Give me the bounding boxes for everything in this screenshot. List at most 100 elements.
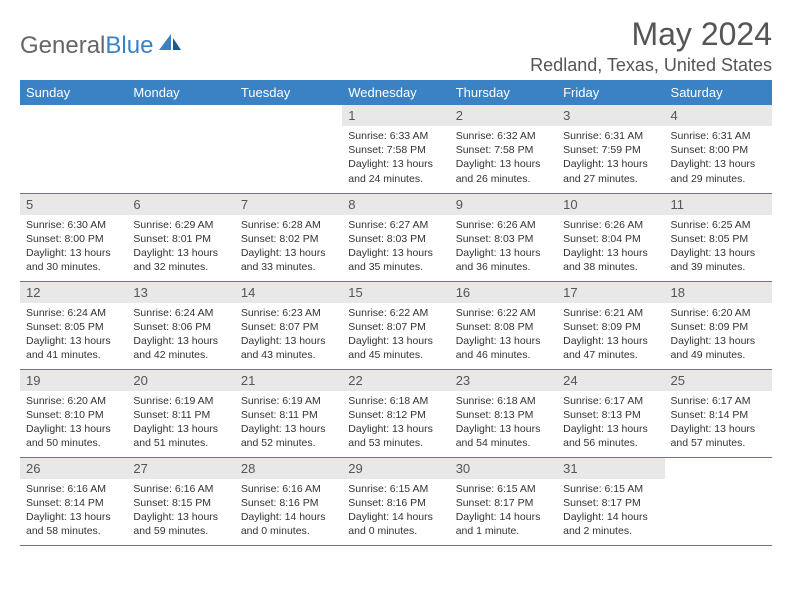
calendar-day-cell: 26Sunrise: 6:16 AMSunset: 8:14 PMDayligh…	[20, 457, 127, 545]
day-number: 23	[450, 370, 557, 391]
calendar-empty-cell	[235, 105, 342, 193]
day-number: 1	[342, 105, 449, 126]
calendar-day-cell: 27Sunrise: 6:16 AMSunset: 8:15 PMDayligh…	[127, 457, 234, 545]
day-number: 4	[665, 105, 772, 126]
day-body: Sunrise: 6:23 AMSunset: 8:07 PMDaylight:…	[235, 303, 342, 366]
day-number: 5	[20, 194, 127, 215]
day-number: 17	[557, 282, 664, 303]
header: GeneralBlue May 2024 Redland, Texas, Uni…	[20, 16, 772, 76]
calendar-day-cell: 19Sunrise: 6:20 AMSunset: 8:10 PMDayligh…	[20, 369, 127, 457]
day-body: Sunrise: 6:31 AMSunset: 8:00 PMDaylight:…	[665, 126, 772, 189]
day-body: Sunrise: 6:24 AMSunset: 8:05 PMDaylight:…	[20, 303, 127, 366]
calendar-day-cell: 29Sunrise: 6:15 AMSunset: 8:16 PMDayligh…	[342, 457, 449, 545]
calendar-day-cell: 14Sunrise: 6:23 AMSunset: 8:07 PMDayligh…	[235, 281, 342, 369]
day-number: 3	[557, 105, 664, 126]
calendar-empty-cell	[665, 457, 772, 545]
day-body: Sunrise: 6:16 AMSunset: 8:14 PMDaylight:…	[20, 479, 127, 542]
day-number: 15	[342, 282, 449, 303]
title-block: May 2024 Redland, Texas, United States	[530, 16, 772, 76]
day-body: Sunrise: 6:22 AMSunset: 8:07 PMDaylight:…	[342, 303, 449, 366]
calendar-day-cell: 1Sunrise: 6:33 AMSunset: 7:58 PMDaylight…	[342, 105, 449, 193]
calendar-empty-cell	[127, 105, 234, 193]
logo-text-gray: General	[20, 32, 105, 60]
sail-icon	[157, 32, 185, 61]
calendar-week-row: 26Sunrise: 6:16 AMSunset: 8:14 PMDayligh…	[20, 457, 772, 545]
day-number: 12	[20, 282, 127, 303]
calendar-day-cell: 4Sunrise: 6:31 AMSunset: 8:00 PMDaylight…	[665, 105, 772, 193]
calendar-week-row: 12Sunrise: 6:24 AMSunset: 8:05 PMDayligh…	[20, 281, 772, 369]
day-body: Sunrise: 6:33 AMSunset: 7:58 PMDaylight:…	[342, 126, 449, 189]
day-number: 2	[450, 105, 557, 126]
calendar-day-cell: 6Sunrise: 6:29 AMSunset: 8:01 PMDaylight…	[127, 193, 234, 281]
calendar-day-cell: 25Sunrise: 6:17 AMSunset: 8:14 PMDayligh…	[665, 369, 772, 457]
day-body: Sunrise: 6:28 AMSunset: 8:02 PMDaylight:…	[235, 215, 342, 278]
calendar-day-cell: 20Sunrise: 6:19 AMSunset: 8:11 PMDayligh…	[127, 369, 234, 457]
logo: GeneralBlue	[20, 32, 185, 61]
calendar-table: SundayMondayTuesdayWednesdayThursdayFrid…	[20, 80, 772, 546]
calendar-week-row: 5Sunrise: 6:30 AMSunset: 8:00 PMDaylight…	[20, 193, 772, 281]
day-number: 13	[127, 282, 234, 303]
day-body: Sunrise: 6:17 AMSunset: 8:13 PMDaylight:…	[557, 391, 664, 454]
day-number: 31	[557, 458, 664, 479]
day-number: 21	[235, 370, 342, 391]
day-number: 7	[235, 194, 342, 215]
day-body: Sunrise: 6:20 AMSunset: 8:09 PMDaylight:…	[665, 303, 772, 366]
day-header: Friday	[557, 80, 664, 105]
calendar-week-row: 1Sunrise: 6:33 AMSunset: 7:58 PMDaylight…	[20, 105, 772, 193]
calendar-day-cell: 15Sunrise: 6:22 AMSunset: 8:07 PMDayligh…	[342, 281, 449, 369]
day-body: Sunrise: 6:15 AMSunset: 8:17 PMDaylight:…	[557, 479, 664, 542]
calendar-day-cell: 23Sunrise: 6:18 AMSunset: 8:13 PMDayligh…	[450, 369, 557, 457]
day-body: Sunrise: 6:17 AMSunset: 8:14 PMDaylight:…	[665, 391, 772, 454]
calendar-day-cell: 10Sunrise: 6:26 AMSunset: 8:04 PMDayligh…	[557, 193, 664, 281]
day-header-row: SundayMondayTuesdayWednesdayThursdayFrid…	[20, 80, 772, 105]
calendar-empty-cell	[20, 105, 127, 193]
day-number: 11	[665, 194, 772, 215]
calendar-day-cell: 18Sunrise: 6:20 AMSunset: 8:09 PMDayligh…	[665, 281, 772, 369]
day-number: 30	[450, 458, 557, 479]
day-body: Sunrise: 6:21 AMSunset: 8:09 PMDaylight:…	[557, 303, 664, 366]
day-body: Sunrise: 6:26 AMSunset: 8:04 PMDaylight:…	[557, 215, 664, 278]
calendar-day-cell: 13Sunrise: 6:24 AMSunset: 8:06 PMDayligh…	[127, 281, 234, 369]
calendar-body: 1Sunrise: 6:33 AMSunset: 7:58 PMDaylight…	[20, 105, 772, 545]
day-number: 18	[665, 282, 772, 303]
day-body: Sunrise: 6:15 AMSunset: 8:16 PMDaylight:…	[342, 479, 449, 542]
day-body: Sunrise: 6:31 AMSunset: 7:59 PMDaylight:…	[557, 126, 664, 189]
day-number: 29	[342, 458, 449, 479]
day-number: 9	[450, 194, 557, 215]
day-number: 25	[665, 370, 772, 391]
day-number: 24	[557, 370, 664, 391]
day-number: 22	[342, 370, 449, 391]
logo-text-blue: Blue	[105, 32, 153, 60]
calendar-day-cell: 22Sunrise: 6:18 AMSunset: 8:12 PMDayligh…	[342, 369, 449, 457]
day-body: Sunrise: 6:18 AMSunset: 8:13 PMDaylight:…	[450, 391, 557, 454]
day-body: Sunrise: 6:29 AMSunset: 8:01 PMDaylight:…	[127, 215, 234, 278]
day-number: 14	[235, 282, 342, 303]
day-body: Sunrise: 6:22 AMSunset: 8:08 PMDaylight:…	[450, 303, 557, 366]
calendar-day-cell: 5Sunrise: 6:30 AMSunset: 8:00 PMDaylight…	[20, 193, 127, 281]
calendar-day-cell: 30Sunrise: 6:15 AMSunset: 8:17 PMDayligh…	[450, 457, 557, 545]
calendar-day-cell: 7Sunrise: 6:28 AMSunset: 8:02 PMDaylight…	[235, 193, 342, 281]
calendar-week-row: 19Sunrise: 6:20 AMSunset: 8:10 PMDayligh…	[20, 369, 772, 457]
day-body: Sunrise: 6:27 AMSunset: 8:03 PMDaylight:…	[342, 215, 449, 278]
day-header: Monday	[127, 80, 234, 105]
day-header: Thursday	[450, 80, 557, 105]
day-body: Sunrise: 6:20 AMSunset: 8:10 PMDaylight:…	[20, 391, 127, 454]
calendar-day-cell: 3Sunrise: 6:31 AMSunset: 7:59 PMDaylight…	[557, 105, 664, 193]
calendar-day-cell: 16Sunrise: 6:22 AMSunset: 8:08 PMDayligh…	[450, 281, 557, 369]
day-number: 8	[342, 194, 449, 215]
day-body: Sunrise: 6:19 AMSunset: 8:11 PMDaylight:…	[235, 391, 342, 454]
day-body: Sunrise: 6:24 AMSunset: 8:06 PMDaylight:…	[127, 303, 234, 366]
day-number: 16	[450, 282, 557, 303]
day-header: Wednesday	[342, 80, 449, 105]
day-number: 19	[20, 370, 127, 391]
day-header: Sunday	[20, 80, 127, 105]
calendar-day-cell: 8Sunrise: 6:27 AMSunset: 8:03 PMDaylight…	[342, 193, 449, 281]
day-body: Sunrise: 6:16 AMSunset: 8:15 PMDaylight:…	[127, 479, 234, 542]
location: Redland, Texas, United States	[530, 55, 772, 76]
day-header: Saturday	[665, 80, 772, 105]
day-number: 20	[127, 370, 234, 391]
calendar-day-cell: 21Sunrise: 6:19 AMSunset: 8:11 PMDayligh…	[235, 369, 342, 457]
day-body: Sunrise: 6:26 AMSunset: 8:03 PMDaylight:…	[450, 215, 557, 278]
day-number: 10	[557, 194, 664, 215]
calendar-day-cell: 9Sunrise: 6:26 AMSunset: 8:03 PMDaylight…	[450, 193, 557, 281]
